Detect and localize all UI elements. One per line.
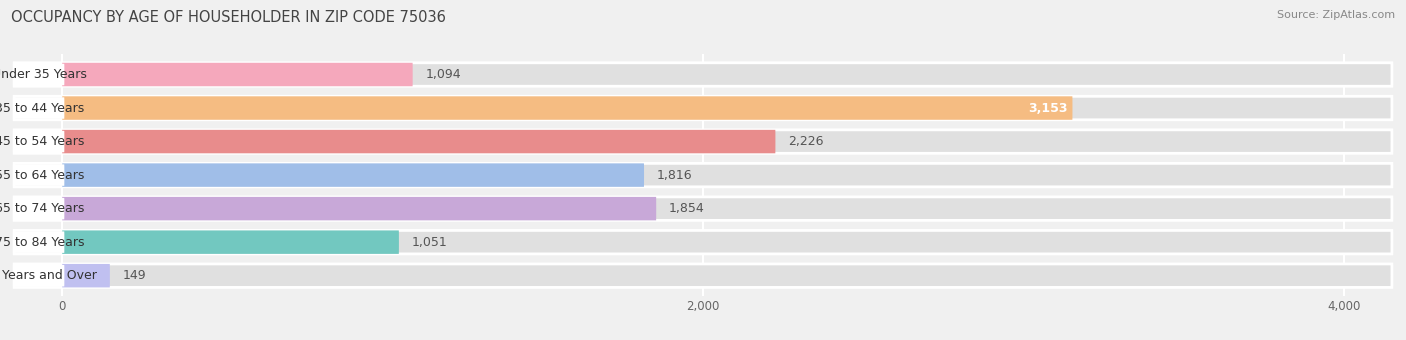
FancyBboxPatch shape <box>62 231 399 254</box>
Text: 149: 149 <box>122 269 146 282</box>
Text: 1,051: 1,051 <box>412 236 447 249</box>
Text: 55 to 64 Years: 55 to 64 Years <box>0 169 84 182</box>
FancyBboxPatch shape <box>14 97 65 119</box>
Text: Under 35 Years: Under 35 Years <box>0 68 87 81</box>
FancyBboxPatch shape <box>62 96 1073 120</box>
FancyBboxPatch shape <box>14 231 1392 254</box>
Text: OCCUPANCY BY AGE OF HOUSEHOLDER IN ZIP CODE 75036: OCCUPANCY BY AGE OF HOUSEHOLDER IN ZIP C… <box>11 10 446 25</box>
FancyBboxPatch shape <box>14 164 65 186</box>
Text: 1,816: 1,816 <box>657 169 693 182</box>
Text: 45 to 54 Years: 45 to 54 Years <box>0 135 84 148</box>
FancyBboxPatch shape <box>14 130 1392 153</box>
FancyBboxPatch shape <box>14 265 65 286</box>
Text: Source: ZipAtlas.com: Source: ZipAtlas.com <box>1277 10 1395 20</box>
FancyBboxPatch shape <box>14 63 1392 86</box>
FancyBboxPatch shape <box>14 64 65 85</box>
FancyBboxPatch shape <box>14 131 65 152</box>
Text: 1,854: 1,854 <box>669 202 704 215</box>
FancyBboxPatch shape <box>14 232 65 253</box>
Text: 65 to 74 Years: 65 to 74 Years <box>0 202 84 215</box>
FancyBboxPatch shape <box>14 198 65 219</box>
FancyBboxPatch shape <box>14 197 1392 220</box>
FancyBboxPatch shape <box>14 264 1392 287</box>
FancyBboxPatch shape <box>14 96 1392 120</box>
FancyBboxPatch shape <box>62 130 776 153</box>
Text: 2,226: 2,226 <box>789 135 824 148</box>
FancyBboxPatch shape <box>14 163 1392 187</box>
FancyBboxPatch shape <box>62 63 413 86</box>
Text: 75 to 84 Years: 75 to 84 Years <box>0 236 84 249</box>
Text: 85 Years and Over: 85 Years and Over <box>0 269 97 282</box>
Text: 1,094: 1,094 <box>426 68 461 81</box>
Text: 3,153: 3,153 <box>1028 102 1067 115</box>
FancyBboxPatch shape <box>62 163 644 187</box>
FancyBboxPatch shape <box>62 264 110 287</box>
Text: 35 to 44 Years: 35 to 44 Years <box>0 102 84 115</box>
FancyBboxPatch shape <box>62 197 657 220</box>
